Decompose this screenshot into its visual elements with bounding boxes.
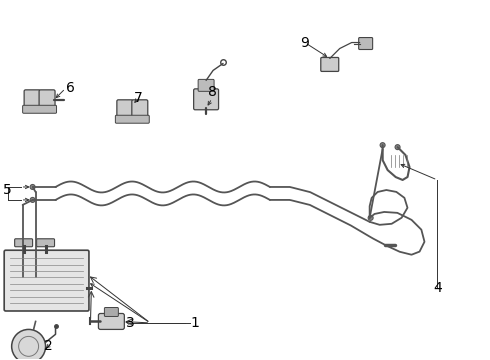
Circle shape xyxy=(395,145,400,150)
FancyBboxPatch shape xyxy=(104,307,119,316)
Text: 4: 4 xyxy=(433,280,442,294)
FancyBboxPatch shape xyxy=(198,80,214,91)
FancyBboxPatch shape xyxy=(23,105,56,113)
Circle shape xyxy=(368,215,373,220)
Circle shape xyxy=(380,143,385,148)
FancyBboxPatch shape xyxy=(4,250,89,311)
Text: 9: 9 xyxy=(300,36,309,50)
FancyBboxPatch shape xyxy=(37,239,54,247)
FancyBboxPatch shape xyxy=(15,239,33,247)
Text: 5: 5 xyxy=(3,183,12,197)
FancyBboxPatch shape xyxy=(132,100,148,120)
Text: 7: 7 xyxy=(134,91,143,105)
Circle shape xyxy=(30,197,35,202)
FancyBboxPatch shape xyxy=(194,89,219,110)
FancyBboxPatch shape xyxy=(115,115,149,123)
Circle shape xyxy=(12,329,46,360)
FancyBboxPatch shape xyxy=(321,58,339,71)
FancyBboxPatch shape xyxy=(359,37,372,50)
FancyBboxPatch shape xyxy=(117,100,133,120)
Text: 8: 8 xyxy=(208,85,217,99)
FancyBboxPatch shape xyxy=(98,314,124,329)
Text: 6: 6 xyxy=(66,81,75,95)
Circle shape xyxy=(30,184,35,189)
Text: 2: 2 xyxy=(44,339,53,353)
Text: 1: 1 xyxy=(191,316,199,330)
Text: 3: 3 xyxy=(126,316,135,330)
FancyBboxPatch shape xyxy=(39,90,55,110)
FancyBboxPatch shape xyxy=(24,90,40,110)
